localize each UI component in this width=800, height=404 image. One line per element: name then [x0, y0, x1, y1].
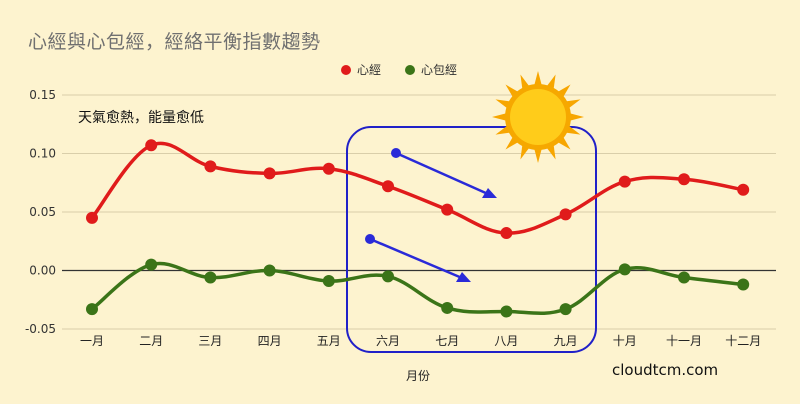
y-tick-label: 0.05: [29, 205, 56, 219]
legend: 心經 心包經: [341, 63, 457, 77]
x-axis-label: 月份: [406, 369, 430, 383]
x-tick-label: 二月: [139, 334, 163, 348]
x-tick-label: 九月: [554, 334, 578, 348]
legend-label-heart: 心經: [357, 63, 381, 77]
summer-highlight-box: [346, 126, 597, 353]
y-tick-label: 0.15: [29, 88, 56, 102]
data-point-heart-1: [86, 211, 98, 224]
sun-icon: [492, 71, 584, 163]
x-tick-label: 十一月: [666, 334, 702, 348]
sun-ray: [568, 113, 584, 121]
data-point-heart-10: [618, 175, 631, 188]
data-point-pericardium-6: [382, 270, 394, 283]
data-point-heart-2: [145, 139, 158, 152]
sun-ray: [534, 71, 542, 87]
data-point-heart-7: [441, 203, 454, 216]
x-tick-label: 八月: [494, 334, 518, 348]
watermark-text: cloudtcm.com: [612, 361, 718, 379]
y-tick-label: 0.00: [29, 264, 56, 278]
x-tick-label: 五月: [317, 334, 341, 348]
data-point-heart-6: [382, 180, 394, 193]
legend-label-pericardium: 心包經: [421, 63, 457, 77]
arrow-down-right-icon: [365, 234, 471, 282]
sun-ray: [534, 147, 542, 163]
x-tick-label: 三月: [198, 334, 222, 348]
data-point-pericardium-12: [737, 278, 750, 291]
data-point-pericardium-7: [441, 301, 454, 314]
data-point-pericardium-3: [204, 271, 217, 284]
data-point-heart-4: [263, 167, 276, 180]
data-point-heart-5: [322, 162, 335, 175]
x-axis: 一月 二月 三月 四月 五月 六月 七月 八月 九月 十月 十一月 十二月: [80, 334, 761, 348]
data-point-pericardium-2: [145, 258, 158, 271]
data-point-heart-9: [559, 208, 572, 221]
data-point-pericardium-11: [678, 271, 690, 284]
y-axis: 0.15 0.10 0.05 0.00 -0.05: [25, 88, 56, 336]
x-tick-label: 七月: [435, 334, 459, 348]
x-tick-label: 十月: [613, 334, 637, 348]
data-point-heart-8: [500, 227, 513, 240]
x-tick-label: 一月: [80, 334, 104, 348]
data-point-pericardium-5: [322, 275, 335, 288]
x-tick-label: 十二月: [725, 334, 761, 348]
series-line-heart: [90, 141, 744, 235]
legend-marker-pericardium: [405, 65, 415, 75]
y-tick-label: -0.05: [25, 322, 56, 336]
legend-marker-heart: [341, 65, 351, 75]
sun-ray: [492, 113, 508, 121]
data-point-pericardium-1: [86, 303, 98, 316]
data-point-pericardium-10: [618, 263, 631, 276]
data-point-heart-3: [204, 160, 217, 173]
arrow-down-right-icon: [391, 148, 497, 198]
data-point-pericardium-9: [559, 303, 572, 316]
annotation-text: 天氣愈熱，能量愈低: [78, 110, 204, 126]
data-point-pericardium-4: [263, 264, 276, 277]
chart-title: 心經與心包經，經絡平衡指數趨勢: [28, 31, 321, 53]
data-point-heart-12: [737, 183, 750, 196]
data-point-pericardium-8: [500, 305, 513, 318]
x-tick-label: 六月: [376, 334, 400, 348]
y-tick-label: 0.10: [29, 147, 56, 161]
data-series: [86, 139, 750, 318]
data-point-heart-11: [678, 173, 690, 186]
x-tick-label: 四月: [258, 334, 282, 348]
